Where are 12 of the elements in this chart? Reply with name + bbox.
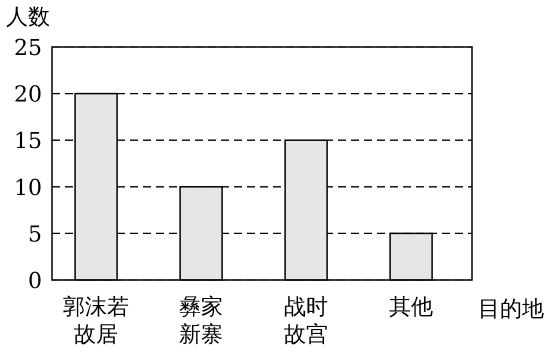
xtick: 彝家新寨	[179, 295, 224, 348]
ytick: 25	[14, 36, 42, 61]
ytick: 5	[28, 222, 42, 248]
ylabel: 人数	[6, 5, 50, 30]
ytick: 0	[28, 269, 42, 294]
ytick: 15	[14, 129, 42, 154]
ytick: 20	[14, 82, 42, 108]
xtick: 郭沫若故居	[63, 295, 130, 348]
xtick: 战时故宫	[284, 295, 328, 348]
ytick: 10	[14, 176, 42, 201]
xlabel: 目的地	[478, 297, 544, 322]
xtick: 其他	[389, 295, 434, 320]
